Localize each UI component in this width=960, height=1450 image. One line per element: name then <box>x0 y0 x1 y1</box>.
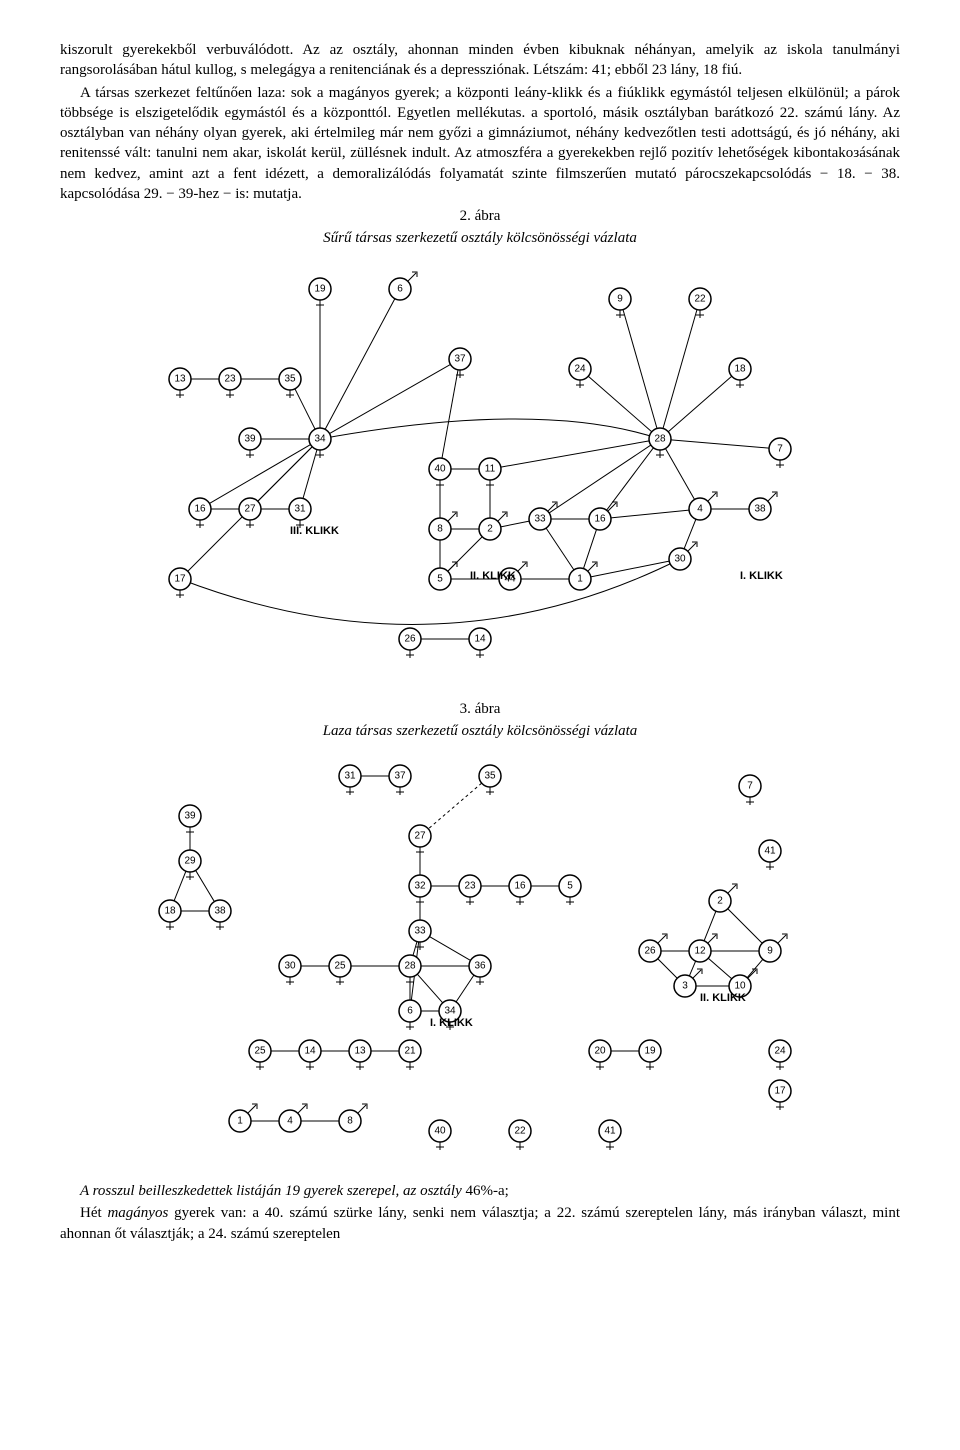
svg-text:2: 2 <box>487 523 493 534</box>
svg-text:1: 1 <box>237 1116 243 1127</box>
svg-text:7: 7 <box>747 781 753 792</box>
svg-text:33: 33 <box>414 926 426 937</box>
paragraph-2: A társas szerkezet feltűnően laza: sok a… <box>60 83 900 205</box>
svg-text:19: 19 <box>644 1046 656 1057</box>
svg-text:41: 41 <box>604 1126 616 1137</box>
svg-text:17: 17 <box>174 573 186 584</box>
svg-text:37: 37 <box>394 771 406 782</box>
svg-text:6: 6 <box>407 1006 413 1017</box>
svg-text:13: 13 <box>354 1046 366 1057</box>
svg-text:40: 40 <box>434 1126 446 1137</box>
svg-text:11: 11 <box>485 463 496 474</box>
svg-text:16: 16 <box>514 881 526 892</box>
diagram-3-svg: 3137357392918382741322316533230252836261… <box>130 751 830 1161</box>
svg-text:14: 14 <box>474 633 486 644</box>
svg-text:29: 29 <box>184 856 196 867</box>
figure-3-number: 3. ábra <box>60 699 900 719</box>
svg-text:39: 39 <box>244 433 256 444</box>
svg-text:27: 27 <box>244 503 256 514</box>
svg-text:18: 18 <box>164 906 176 917</box>
diagram-2-sociogram: 1969221323353724183934281627314011782331… <box>60 259 900 679</box>
svg-text:18: 18 <box>734 363 746 374</box>
svg-text:39: 39 <box>184 811 196 822</box>
svg-text:33: 33 <box>534 513 546 524</box>
svg-text:35: 35 <box>284 373 296 384</box>
svg-text:41: 41 <box>764 846 776 857</box>
paragraph-1: kiszorult gyerekekből verbuválódott. Az … <box>60 40 900 81</box>
svg-text:13: 13 <box>174 373 186 384</box>
svg-text:22: 22 <box>694 293 706 304</box>
svg-text:22: 22 <box>514 1126 526 1137</box>
svg-text:37: 37 <box>454 353 466 364</box>
svg-text:23: 23 <box>224 373 236 384</box>
diagram-2-svg: 1969221323353724183934281627314011782331… <box>140 259 820 679</box>
paragraph-3: A rosszul beilleszkedettek listáján 19 g… <box>60 1181 900 1201</box>
svg-text:II. KLIKK: II. KLIKK <box>700 992 746 1004</box>
svg-text:30: 30 <box>674 553 686 564</box>
svg-text:16: 16 <box>194 503 206 514</box>
svg-text:3: 3 <box>682 981 688 992</box>
svg-text:38: 38 <box>214 906 226 917</box>
svg-text:III. KLIKK: III. KLIKK <box>290 525 339 537</box>
svg-text:9: 9 <box>767 946 773 957</box>
figure-2-number: 2. ábra <box>60 206 900 226</box>
svg-text:20: 20 <box>594 1046 606 1057</box>
figure-3-caption: Laza társas szerkezetű osztály kölcsönös… <box>60 721 900 741</box>
svg-text:31: 31 <box>344 771 356 782</box>
svg-text:24: 24 <box>574 363 586 374</box>
svg-text:1: 1 <box>577 573 583 584</box>
svg-text:21: 21 <box>404 1046 416 1057</box>
para4-a: Hét <box>80 1205 107 1221</box>
svg-text:5: 5 <box>437 573 443 584</box>
svg-text:5: 5 <box>567 881 573 892</box>
svg-text:I. KLIKK: I. KLIKK <box>740 570 783 582</box>
svg-text:32: 32 <box>414 881 426 892</box>
svg-text:23: 23 <box>464 881 476 892</box>
svg-text:34: 34 <box>444 1006 456 1017</box>
para3-lead: A rosszul beilleszkedettek listáján 19 g… <box>80 1183 462 1199</box>
svg-text:28: 28 <box>404 961 416 972</box>
para4-rest: gyerek van: a 40. számú szürke lány, sen… <box>60 1205 900 1241</box>
svg-text:10: 10 <box>734 981 746 992</box>
svg-text:7: 7 <box>777 443 783 454</box>
figure-2-caption: Sűrű társas szerkezetű osztály kölcsönös… <box>60 228 900 248</box>
svg-text:35: 35 <box>484 771 496 782</box>
svg-text:36: 36 <box>474 961 486 972</box>
svg-text:25: 25 <box>254 1046 266 1057</box>
svg-text:8: 8 <box>437 523 443 534</box>
svg-text:6: 6 <box>397 283 403 294</box>
svg-text:9: 9 <box>617 293 623 304</box>
para3-pct: 46%-a; <box>462 1183 509 1199</box>
svg-text:30: 30 <box>284 961 296 972</box>
svg-text:26: 26 <box>404 633 416 644</box>
svg-text:38: 38 <box>754 503 766 514</box>
svg-text:40: 40 <box>434 463 446 474</box>
svg-text:17: 17 <box>774 1086 786 1097</box>
paragraph-4: Hét magányos gyerek van: a 40. számú szü… <box>60 1203 900 1244</box>
svg-text:14: 14 <box>304 1046 316 1057</box>
svg-text:34: 34 <box>314 433 326 444</box>
svg-text:II. KLIKK: II. KLIKK <box>470 570 516 582</box>
svg-text:8: 8 <box>347 1116 353 1127</box>
svg-text:31: 31 <box>294 503 306 514</box>
svg-text:27: 27 <box>414 831 426 842</box>
svg-text:4: 4 <box>697 503 703 514</box>
svg-text:I. KLIKK: I. KLIKK <box>430 1017 473 1029</box>
svg-text:12: 12 <box>694 946 706 957</box>
svg-text:26: 26 <box>644 946 656 957</box>
svg-text:4: 4 <box>287 1116 293 1127</box>
svg-text:2: 2 <box>717 896 723 907</box>
svg-text:19: 19 <box>314 283 326 294</box>
svg-text:28: 28 <box>654 433 666 444</box>
svg-text:16: 16 <box>594 513 606 524</box>
svg-text:24: 24 <box>774 1046 786 1057</box>
svg-text:25: 25 <box>334 961 346 972</box>
para4-em: magányos <box>107 1205 168 1221</box>
diagram-3-sociogram: 3137357392918382741322316533230252836261… <box>60 751 900 1161</box>
